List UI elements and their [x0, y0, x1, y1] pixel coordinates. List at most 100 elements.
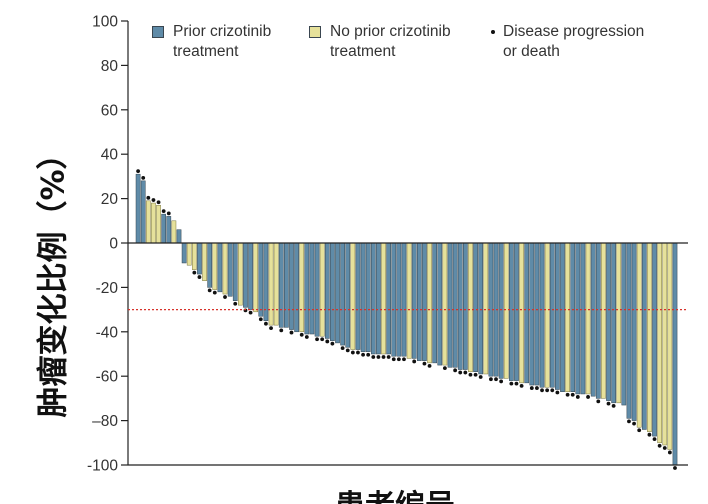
- progression-dot: [402, 357, 406, 362]
- bar-prior-crizotinib: [570, 242, 576, 392]
- progression-dot: [509, 381, 514, 386]
- y-tick-label: 100: [92, 14, 118, 31]
- progression-dot: [565, 392, 570, 397]
- bar-no-prior-crizotinib: [468, 242, 473, 373]
- progression-dots-group: [136, 169, 677, 470]
- bar-prior-crizotinib: [370, 242, 376, 355]
- progression-dot: [289, 330, 294, 335]
- legend-label-line: treatment: [330, 43, 396, 60]
- bar-prior-crizotinib: [529, 242, 535, 386]
- bar-prior-crizotinib: [284, 242, 289, 328]
- progression-dot: [371, 355, 376, 359]
- bar-no-prior-crizotinib: [406, 242, 412, 359]
- progression-dot: [233, 301, 238, 306]
- bar-prior-crizotinib: [309, 242, 315, 335]
- legend-label-line: treatment: [173, 43, 239, 60]
- progression-dot: [330, 341, 335, 346]
- bar-no-prior-crizotinib: [442, 242, 448, 366]
- bar-no-prior-crizotinib: [319, 242, 325, 337]
- bar-no-prior-crizotinib: [636, 242, 642, 428]
- bar-prior-crizotinib: [437, 242, 443, 366]
- progression-dot: [540, 388, 544, 393]
- progression-dot: [223, 295, 227, 299]
- progression-dot: [197, 275, 202, 279]
- progression-dot: [345, 348, 350, 353]
- progression-dot: [575, 395, 580, 399]
- bar-prior-crizotinib: [555, 242, 560, 390]
- bar-no-prior-crizotinib: [381, 242, 386, 355]
- progression-dot: [151, 198, 156, 202]
- progression-dot: [555, 390, 560, 395]
- progression-dot: [611, 403, 616, 408]
- bar-prior-crizotinib: [539, 242, 545, 388]
- bar-prior-crizotinib: [560, 242, 565, 392]
- bar-no-prior-crizotinib: [585, 242, 591, 395]
- bar-no-prior-crizotinib: [601, 242, 606, 399]
- progression-dot: [442, 366, 447, 370]
- bar-prior-crizotinib: [294, 242, 299, 333]
- progression-dot: [264, 321, 268, 326]
- bar-no-prior-crizotinib: [544, 242, 550, 388]
- progression-dot: [545, 388, 550, 393]
- bar-prior-crizotinib: [457, 242, 463, 370]
- progression-dot: [412, 359, 417, 364]
- legend-swatch-prior: [152, 26, 164, 38]
- progression-dot: [325, 339, 330, 344]
- bar-prior-crizotinib: [498, 242, 504, 379]
- bar-prior-crizotinib: [227, 242, 233, 297]
- bar-no-prior-crizotinib: [657, 242, 662, 444]
- progression-dot: [463, 370, 468, 375]
- progression-dot: [258, 317, 263, 322]
- progression-dot: [146, 195, 151, 200]
- progression-dot: [657, 443, 662, 448]
- legend-swatch-no-prior: [309, 26, 321, 38]
- bar-no-prior-crizotinib: [647, 242, 652, 432]
- bar-prior-crizotinib: [217, 242, 223, 293]
- bar-prior-crizotinib: [248, 242, 253, 310]
- legend-label-line: Disease progression: [503, 23, 645, 40]
- bar-prior-crizotinib: [396, 242, 402, 357]
- progression-dot: [478, 375, 483, 379]
- progression-dot: [299, 332, 304, 337]
- y-tick-label: -20: [96, 280, 119, 297]
- y-ticks-group: 100 80 60 40 20 0 -20 -40 -60 –80 -100: [87, 14, 128, 475]
- progression-dot: [468, 372, 473, 377]
- bar-prior-crizotinib: [452, 242, 458, 368]
- progression-dot: [304, 335, 309, 339]
- progression-dot: [366, 352, 371, 357]
- legend-label-prior: Prior crizotinib treatment: [173, 22, 271, 62]
- bar-no-prior-crizotinib: [186, 242, 192, 266]
- progression-dot: [396, 357, 401, 362]
- progression-dot: [453, 368, 458, 373]
- bar-prior-crizotinib: [335, 242, 340, 344]
- progression-dot: [156, 200, 161, 205]
- progression-dot-icon: [491, 30, 495, 34]
- bar-prior-crizotinib: [478, 242, 484, 375]
- progression-dot: [514, 381, 519, 386]
- bar-no-prior-crizotinib: [268, 242, 274, 326]
- progression-dot: [161, 209, 166, 214]
- progression-dot: [489, 377, 493, 382]
- y-tick-label: -100: [87, 458, 118, 475]
- progression-dot: [473, 372, 478, 377]
- progression-dot: [248, 310, 253, 315]
- legend-item-progression: Disease progression or death: [489, 22, 659, 64]
- progression-dot: [315, 337, 319, 342]
- x-axis-label: 患者编号: [295, 486, 495, 504]
- progression-dot: [535, 386, 539, 390]
- y-tick-label: -40: [96, 324, 119, 341]
- y-tick-label: 80: [101, 58, 119, 75]
- y-axis-label: 肿瘤变化比例（%）: [36, 138, 72, 417]
- bar-prior-crizotinib: [549, 242, 555, 388]
- bar-prior-crizotinib: [365, 242, 371, 353]
- progression-dot: [494, 377, 498, 382]
- bar-no-prior-crizotinib: [192, 242, 197, 270]
- progression-dot: [596, 399, 601, 404]
- bar-no-prior-crizotinib: [202, 242, 207, 281]
- progression-dot: [192, 270, 197, 275]
- bar-prior-crizotinib: [232, 242, 238, 301]
- progression-dot: [279, 328, 284, 333]
- progression-dot: [361, 352, 365, 357]
- progression-dot: [606, 401, 611, 406]
